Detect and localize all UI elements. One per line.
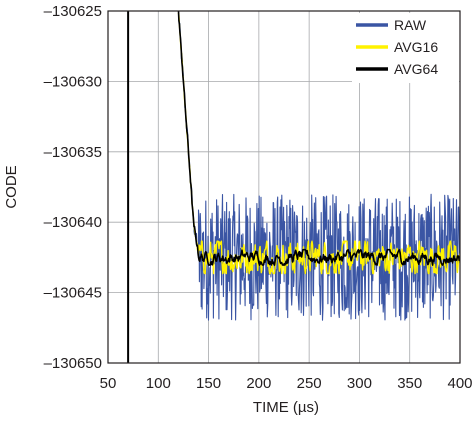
x-tick-label: 100: [146, 375, 171, 392]
plot-frame: [107, 10, 461, 364]
y-tick-label: –130625: [44, 3, 102, 20]
y-tick-label: –130645: [44, 285, 102, 302]
legend-label-avg64: AVG64: [394, 61, 438, 77]
y-tick-label: –130650: [44, 355, 102, 372]
x-tick-label: 200: [246, 375, 271, 392]
x-tick-label: 250: [297, 375, 322, 392]
legend-label-avg16: AVG16: [394, 39, 438, 55]
x-tick-label: 300: [347, 375, 372, 392]
x-tick-label: 350: [397, 375, 422, 392]
series-layer: [127, 11, 460, 363]
x-tick-label: 50: [100, 375, 117, 392]
legend-label-raw: RAW: [394, 17, 427, 33]
y-tick-label: –130640: [44, 214, 102, 231]
x-axis-label: TIME (µs): [253, 399, 319, 416]
y-tick-label: –130630: [44, 73, 102, 90]
y-tick-labels: –130625 –130630 –130635 –130640 –130645 –1306…: [44, 3, 102, 372]
y-tick-label: –130635: [44, 144, 102, 161]
legend: RAW AVG16 AVG64: [352, 13, 459, 83]
x-tick-label: 150: [196, 375, 221, 392]
series-line-avg64: [177, 11, 460, 266]
y-axis-label: CODE: [3, 165, 20, 208]
x-tick-label: 400: [447, 375, 472, 392]
x-tick-labels: 50 100 150 200 250 300 350 400: [100, 375, 473, 392]
